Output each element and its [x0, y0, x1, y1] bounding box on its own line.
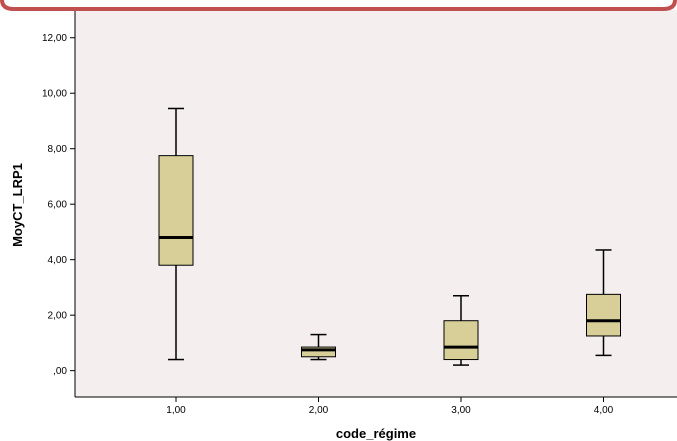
y-tick-label: 10,00 — [42, 89, 67, 100]
x-tick-label: 2,00 — [309, 405, 329, 416]
y-tick-label: ,00 — [53, 366, 67, 377]
box-iqr — [158, 155, 194, 266]
x-tick-label: 1,00 — [166, 405, 186, 416]
y-tick-label: 6,00 — [48, 200, 68, 211]
y-tick-label: 2,00 — [48, 311, 68, 322]
x-axis-ticks: 1,00 2,00 3,00 4,00 — [166, 397, 614, 416]
y-axis-title: MoyCT_LRP1 — [10, 163, 25, 247]
box-iqr — [443, 320, 479, 361]
box-iqr — [301, 346, 336, 358]
box-group — [158, 107, 194, 361]
box-series — [158, 107, 621, 366]
box-group — [301, 333, 336, 361]
callout-frame-border — [0, 0, 677, 11]
box-group — [443, 294, 479, 366]
y-axis-ticks: ,00 2,00 4,00 6,00 8,00 10,00 12,00 — [42, 33, 75, 377]
box-iqr — [586, 293, 621, 337]
x-tick-label: 3,00 — [451, 405, 471, 416]
y-tick-label: 12,00 — [42, 33, 67, 44]
y-tick-label: 4,00 — [48, 255, 68, 266]
y-tick-label: 8,00 — [48, 144, 68, 155]
box-group — [586, 249, 621, 357]
x-axis-title: code_régime — [336, 426, 416, 441]
x-tick-label: 4,00 — [594, 405, 614, 416]
